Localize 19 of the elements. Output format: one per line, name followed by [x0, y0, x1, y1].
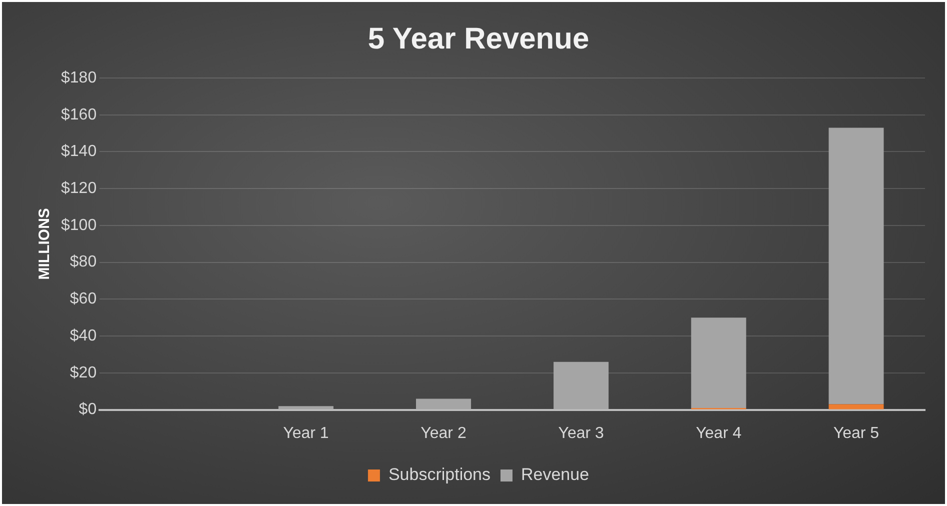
- legend-label: Subscriptions: [388, 465, 491, 484]
- x-tick-label: Year 4: [696, 424, 742, 442]
- y-tick-label: $0: [78, 401, 97, 418]
- x-tick-label: Year 5: [833, 424, 880, 442]
- y-tick-label: $120: [61, 180, 97, 198]
- y-tick-label: $100: [61, 216, 97, 234]
- y-tick-label: $60: [70, 290, 97, 308]
- y-tick-label: $80: [70, 254, 97, 271]
- x-tick-label: Year 1: [283, 424, 329, 442]
- y-tick-label: $180: [61, 69, 97, 86]
- y-tick-label: $160: [61, 106, 97, 124]
- x-tick-label: Year 3: [558, 424, 604, 442]
- y-tick-label: $20: [70, 364, 97, 382]
- chart-title: 5 Year Revenue: [368, 22, 590, 56]
- legend-label: Revenue: [521, 465, 590, 484]
- x-tick-label: Year 2: [420, 424, 466, 442]
- y-tick-label: $40: [70, 327, 97, 344]
- y-axis-title: MILLIONS: [36, 208, 54, 280]
- y-tick-label: $140: [61, 143, 97, 160]
